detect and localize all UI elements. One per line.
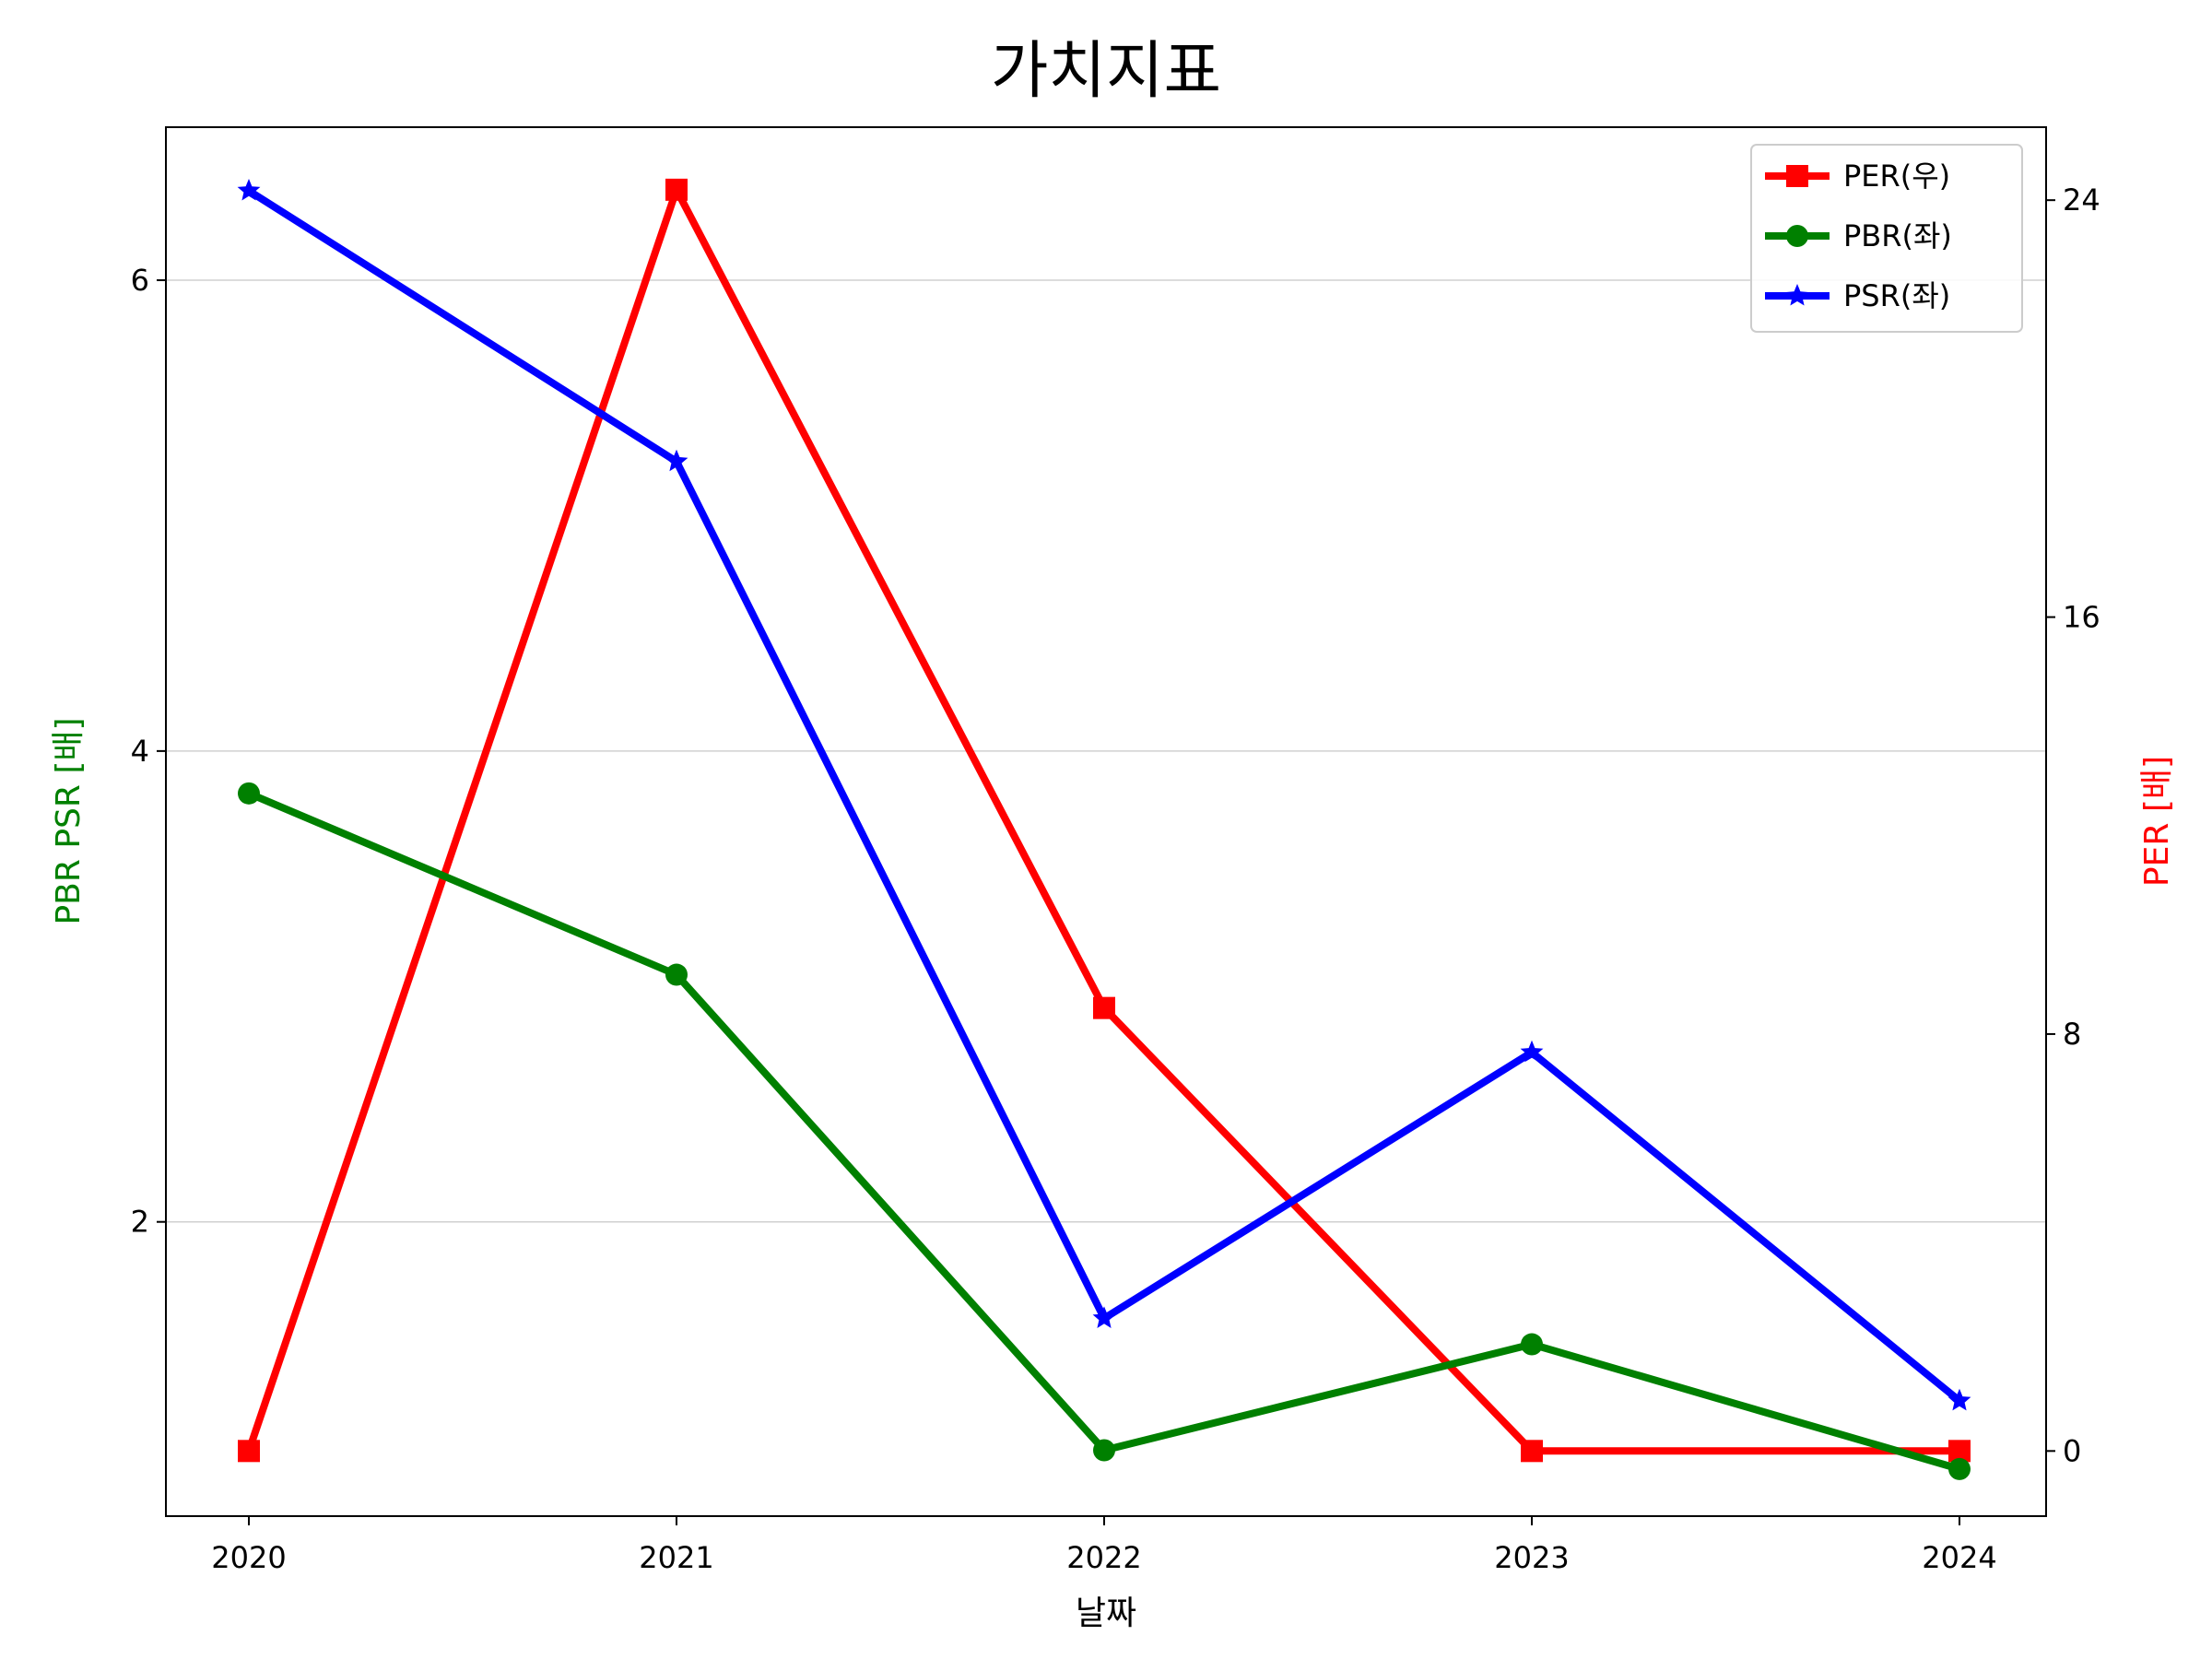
x-tick-label: 2021 bbox=[639, 1540, 713, 1575]
data-point bbox=[1092, 1306, 1116, 1328]
legend-label: PSR(좌) bbox=[1843, 278, 1950, 313]
data-point bbox=[665, 449, 688, 472]
right-tick-label: 0 bbox=[2063, 1433, 2081, 1468]
series-layer bbox=[237, 178, 1971, 1480]
x-tick-label: 2024 bbox=[1922, 1540, 1996, 1575]
data-point bbox=[665, 178, 688, 201]
data-point bbox=[238, 1440, 260, 1463]
left-tick-label: 6 bbox=[131, 263, 149, 298]
legend-box bbox=[1750, 144, 2023, 333]
data-point bbox=[1093, 1439, 1115, 1462]
right-tick-label: 16 bbox=[2063, 600, 2100, 635]
data-point bbox=[1948, 1457, 1971, 1480]
legend-marker bbox=[1785, 284, 1809, 306]
legend-entry: PER(우) bbox=[1765, 159, 1950, 194]
series-group bbox=[237, 179, 1971, 1411]
data-point bbox=[1521, 1440, 1543, 1463]
series-group bbox=[238, 782, 1971, 1480]
legend-label: PER(우) bbox=[1843, 159, 1950, 194]
x-tick-label: 2022 bbox=[1066, 1540, 1141, 1575]
data-point bbox=[1947, 1388, 1971, 1411]
series-group bbox=[238, 178, 1971, 1463]
data-point bbox=[238, 782, 260, 805]
data-point bbox=[665, 963, 688, 986]
data-point bbox=[1093, 996, 1115, 1019]
data-point bbox=[1520, 1040, 1544, 1063]
right-tick-label: 24 bbox=[2063, 182, 2100, 218]
legend-label: PBR(좌) bbox=[1843, 218, 1952, 253]
chart-title: 가치지표 bbox=[991, 35, 1221, 108]
left-axis-label: PBR PSR [배] bbox=[50, 717, 88, 924]
left-tick-label: 2 bbox=[131, 1205, 149, 1240]
plot-frame bbox=[165, 126, 2047, 1517]
legend-marker bbox=[1786, 225, 1808, 247]
right-tick-label: 8 bbox=[2063, 1017, 2081, 1052]
legend-entry: PBR(좌) bbox=[1765, 218, 1952, 253]
data-point bbox=[237, 179, 261, 201]
gridlines bbox=[166, 279, 2046, 1223]
legend-marker bbox=[1786, 165, 1808, 187]
right-axis-label: PER [배] bbox=[2138, 756, 2176, 887]
data-point bbox=[1521, 1333, 1543, 1356]
legend: PER(우) PBR(좌) PSR(좌) bbox=[1750, 144, 2023, 333]
right-y-axis: 0 8 16 24 bbox=[2046, 182, 2100, 1468]
x-axis: 2020 2021 2022 2023 2024 bbox=[211, 1516, 1997, 1575]
x-tick-label: 2020 bbox=[211, 1540, 286, 1575]
x-tick-label: 2023 bbox=[1494, 1540, 1569, 1575]
left-tick-label: 4 bbox=[131, 734, 149, 769]
legend-entry: PSR(좌) bbox=[1765, 278, 1950, 313]
left-y-axis: 2 4 6 bbox=[131, 263, 166, 1240]
x-axis-label: 날짜 bbox=[1076, 1594, 1136, 1632]
